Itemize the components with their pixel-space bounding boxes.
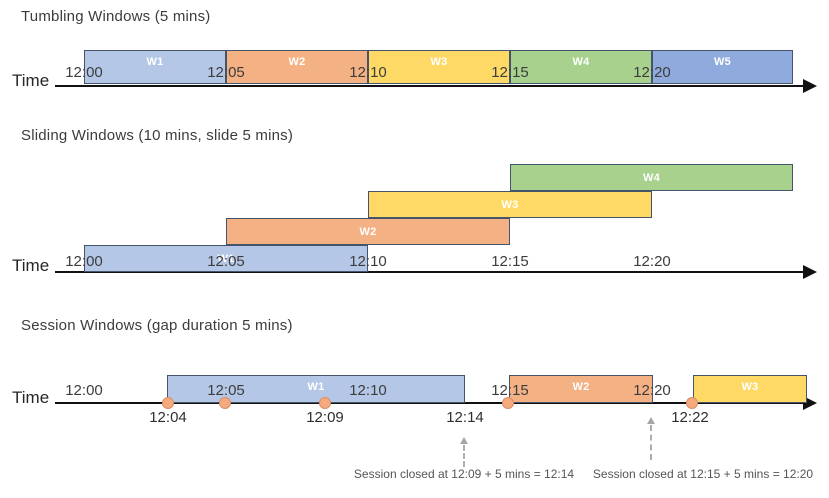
- tick-label: 12:00: [65, 253, 103, 270]
- event-dot-1205: [219, 397, 231, 409]
- event-time-label: 12:04: [149, 409, 187, 426]
- event-dot-1204: [162, 397, 174, 409]
- session-window-w3: W3: [693, 375, 807, 403]
- callout-arrow-line: [463, 445, 465, 467]
- tick-label: 12:20: [633, 382, 671, 399]
- sliding-window-w2: W2: [226, 218, 510, 245]
- window-label: W1: [146, 55, 164, 68]
- callout-arrowhead-icon: [460, 437, 468, 444]
- sliding-window-w1: W1: [84, 245, 368, 272]
- tumbling-window-w4: W4: [510, 50, 652, 84]
- session-close-note-1: Session closed at 12:09 + 5 mins = 12:14: [353, 467, 575, 481]
- session-time-axis-line: [55, 402, 805, 404]
- sliding-window-w3: W3: [368, 191, 652, 218]
- callout-arrow-line: [650, 425, 652, 460]
- sliding-time-axis-label: Time: [12, 256, 50, 275]
- sliding-time-axis-line: [55, 271, 805, 273]
- sliding-window-w4: W4: [510, 164, 793, 191]
- tick-label: 12:10: [349, 382, 387, 399]
- callout-arrowhead-icon: [647, 417, 655, 424]
- window-label: W3: [741, 380, 759, 393]
- tick-label: 12:10: [349, 253, 387, 270]
- window-label: W2: [572, 380, 590, 393]
- window-label: W2: [359, 225, 377, 238]
- tumbling-time-axis-line: [55, 85, 805, 87]
- session-window-w1: W1: [167, 375, 465, 403]
- tumbling-window-w2: W2: [226, 50, 368, 84]
- session-window-w2: W2: [509, 375, 653, 403]
- tumbling-window-w3: W3: [368, 50, 510, 84]
- window-label: W4: [572, 55, 590, 68]
- session-time-axis-label: Time: [12, 388, 50, 407]
- tumbling-window-w5: W5: [652, 50, 793, 84]
- tumbling-section-title: Tumbling Windows (5 mins): [21, 8, 211, 25]
- tick-label: 12:00: [65, 382, 103, 399]
- tick-label: 12:05: [207, 382, 245, 399]
- tick-label: 12:15: [491, 253, 529, 270]
- tick-label: 12:05: [207, 64, 245, 81]
- tumbling-time-axis-label: Time: [12, 71, 50, 90]
- session-close-note-2: Session closed at 12:15 + 5 mins = 12:20: [592, 467, 814, 481]
- window-label: W1: [307, 380, 325, 393]
- event-time-label: 12:22: [671, 409, 709, 426]
- tick-label: 12:20: [633, 64, 671, 81]
- tick-label: 12:10: [349, 64, 387, 81]
- tick-label: 12:15: [491, 64, 529, 81]
- event-time-label: 12:14: [446, 409, 484, 426]
- tick-label: 12:00: [65, 64, 103, 81]
- window-label: W3: [501, 198, 519, 211]
- tick-label: 12:20: [633, 253, 671, 270]
- window-label: W4: [642, 171, 661, 184]
- tumbling-axis-arrowhead-icon: [803, 79, 817, 93]
- tick-label: 12:05: [207, 253, 245, 270]
- tick-label: 12:15: [491, 382, 529, 399]
- event-dot-1209: [319, 397, 331, 409]
- window-label: W3: [430, 55, 448, 68]
- tumbling-window-w1: W1: [84, 50, 226, 84]
- event-time-label: 12:09: [306, 409, 344, 426]
- event-dot-1222: [686, 397, 698, 409]
- sliding-axis-arrowhead-icon: [803, 265, 817, 279]
- session-section-title: Session Windows (gap duration 5 mins): [21, 317, 293, 334]
- window-label: W2: [288, 55, 306, 68]
- sliding-section-title: Sliding Windows (10 mins, slide 5 mins): [21, 127, 294, 144]
- window-label: W1: [217, 252, 235, 265]
- event-dot-1215: [502, 397, 514, 409]
- window-label: W5: [713, 55, 732, 68]
